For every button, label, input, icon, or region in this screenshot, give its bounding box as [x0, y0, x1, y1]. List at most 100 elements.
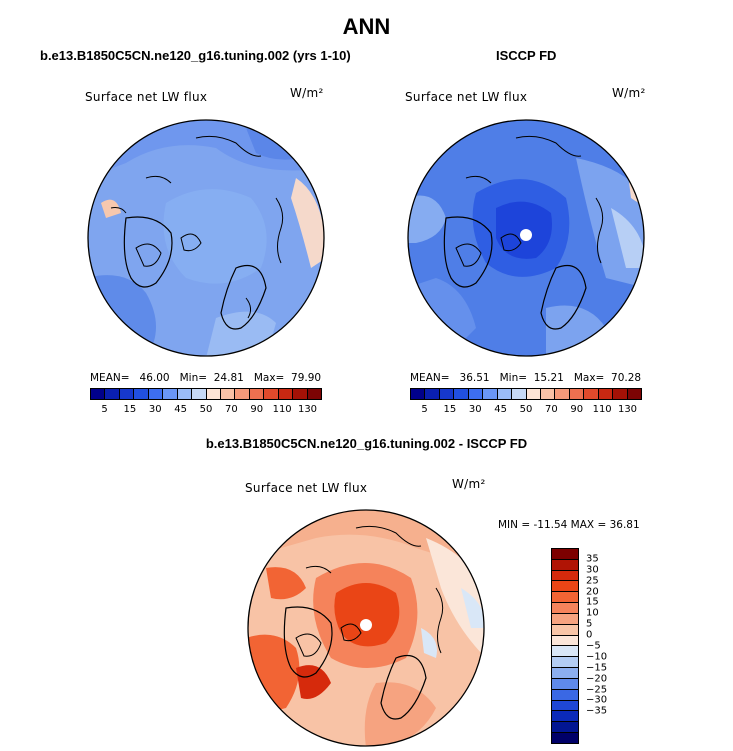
diff-panel-title: b.e13.B1850C5CN.ne120_g16.tuning.002 - I…	[205, 436, 528, 451]
panel-1-field-label: Surface net LW flux	[85, 90, 208, 104]
colorbar-tick-label: 110	[272, 404, 292, 415]
colorbar-swatch	[264, 389, 279, 399]
panel-2-mean-label: MEAN=	[410, 372, 450, 384]
colorbar-swatch	[512, 389, 527, 399]
diff-panel-colorbar-ticks: 35 30 25 20 15 10 5 0 −5 −10 −15 −20 −25 −30 −35	[586, 548, 626, 744]
colorbar-swatch	[552, 668, 578, 679]
panel-2-colorbar	[410, 388, 642, 400]
colorbar-tick-label: 15	[586, 596, 599, 608]
colorbar-tick-label: −35	[586, 705, 608, 717]
colorbar-tick-label: 10	[586, 607, 599, 619]
colorbar-tick-label: 130	[297, 404, 318, 415]
colorbar-tick-label: −5	[586, 640, 601, 652]
colorbar-swatch	[220, 389, 236, 399]
diff-panel-colorbar	[551, 548, 579, 744]
panel-2-title: ISCCP FD	[496, 48, 557, 63]
colorbar-swatch	[411, 389, 426, 399]
panel-1-title: b.e13.B1850C5CN.ne120_g16.tuning.002 (yr…	[40, 48, 351, 63]
colorbar-tick-label: 90	[250, 404, 264, 415]
colorbar-swatch	[552, 570, 578, 582]
colorbar-swatch	[569, 389, 585, 399]
colorbar-tick-label: −25	[586, 684, 608, 696]
colorbar-tick-label: 15	[443, 404, 457, 415]
colorbar-tick-label: 35	[586, 553, 599, 565]
diff-panel-units-label: W/m²	[452, 477, 486, 491]
panel-1-units-label: W/m²	[290, 86, 324, 100]
colorbar-swatch	[584, 389, 599, 399]
panel-2-units-label: W/m²	[612, 86, 646, 100]
colorbar-tick-label: 70	[225, 404, 238, 415]
colorbar-swatch	[235, 389, 250, 399]
colorbar-tick-label: 50	[519, 404, 533, 415]
panel-1-stats: MEAN= 46.00 Min= 24.81 Max= 79.90	[90, 372, 322, 384]
colorbar-swatch	[552, 733, 578, 743]
panel-1-colorbar-ticks: 5 15 30 45 50 70 90 110 130	[90, 404, 322, 418]
colorbar-tick-label: 15	[123, 404, 137, 415]
colorbar-swatch	[552, 689, 578, 701]
colorbar-swatch	[293, 389, 308, 399]
colorbar-tick-label: 110	[592, 404, 612, 415]
colorbar-swatch	[552, 678, 578, 690]
colorbar-tick-label: 30	[148, 404, 162, 415]
colorbar-swatch	[278, 389, 294, 399]
colorbar-tick-label: 20	[586, 586, 599, 598]
panel-2-colorbar-ticks: 5 15 30 45 50 70 90 110 130	[410, 404, 642, 418]
colorbar-swatch	[134, 389, 149, 399]
colorbar-swatch	[552, 700, 578, 712]
panel-2-mean-value: 36.51	[459, 372, 490, 384]
figure-title: ANN	[342, 14, 391, 39]
colorbar-swatch	[483, 389, 498, 399]
panel-2-polar-map	[407, 119, 645, 357]
panel-1-max-label: Max=	[253, 372, 285, 384]
diff-panel-field-label: Surface net LW flux	[245, 481, 368, 495]
colorbar-swatch	[555, 389, 570, 399]
colorbar-tick-label: −15	[586, 662, 608, 674]
colorbar-swatch	[177, 389, 193, 399]
panel-1-min-value: 24.81	[213, 372, 244, 384]
colorbar-swatch	[91, 389, 106, 399]
colorbar-swatch	[552, 711, 578, 723]
colorbar-tick-label: 50	[199, 404, 213, 415]
panel-1-min-label: Min=	[179, 372, 208, 384]
panel-1-max-value: 79.90	[291, 372, 322, 384]
colorbar-swatch	[206, 389, 221, 399]
colorbar-swatch	[163, 389, 178, 399]
colorbar-tick-label: 5	[101, 404, 108, 415]
colorbar-swatch	[119, 389, 135, 399]
colorbar-swatch	[192, 389, 207, 399]
colorbar-tick-label: 45	[494, 404, 507, 415]
colorbar-swatch	[552, 635, 578, 647]
colorbar-swatch	[454, 389, 469, 399]
diff-panel-minmax: MIN = -11.54 MAX = 36.81	[498, 519, 640, 531]
colorbar-tick-label: 5	[586, 618, 593, 630]
panel-1-colorbar	[90, 388, 322, 400]
panel-2-min-label: Min=	[499, 372, 528, 384]
colorbar-swatch	[552, 559, 578, 571]
colorbar-tick-label: 25	[586, 575, 599, 587]
colorbar-tick-label: 130	[617, 404, 638, 415]
colorbar-swatch	[439, 389, 455, 399]
colorbar-tick-label: 0	[586, 629, 593, 641]
colorbar-swatch	[540, 389, 556, 399]
colorbar-tick-label: 90	[570, 404, 584, 415]
panel-2-min-value: 15.21	[533, 372, 564, 384]
colorbar-tick-label: 30	[586, 564, 599, 576]
colorbar-swatch	[552, 603, 578, 614]
colorbar-swatch	[468, 389, 484, 399]
colorbar-swatch	[552, 624, 578, 636]
colorbar-tick-label: 30	[468, 404, 482, 415]
diff-panel-polar-map	[247, 509, 485, 747]
colorbar-swatch	[552, 549, 578, 560]
colorbar-tick-label: 70	[545, 404, 558, 415]
colorbar-tick-label: 45	[174, 404, 187, 415]
panel-2-max-label: Max=	[573, 372, 605, 384]
colorbar-swatch	[552, 592, 578, 604]
colorbar-tick-label: −20	[586, 673, 608, 685]
colorbar-swatch	[552, 581, 578, 593]
colorbar-swatch	[598, 389, 614, 399]
colorbar-swatch	[552, 613, 578, 625]
colorbar-swatch	[307, 389, 321, 399]
panel-2-max-value: 70.28	[611, 372, 642, 384]
colorbar-tick-label: −10	[586, 651, 608, 663]
panel-1-mean-value: 46.00	[139, 372, 170, 384]
